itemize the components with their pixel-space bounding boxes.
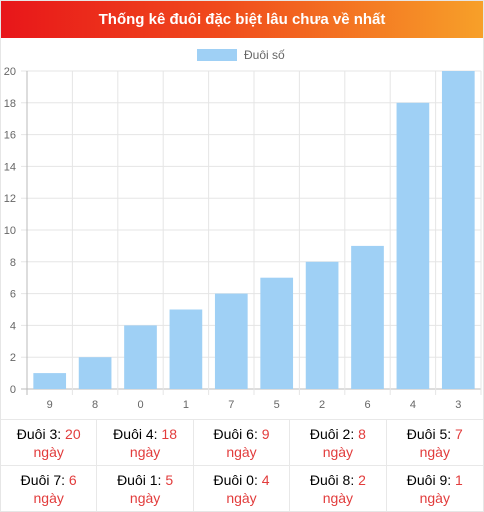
stat-unit: ngày <box>322 490 354 506</box>
y-tick-label: 12 <box>4 193 16 205</box>
bar-chart: 0 2 4 6 8 10 12 14 16 18 20 9 8 0 1 7 5 2 6 4 3 Đuôi số <box>4 48 482 411</box>
stat-cell: Đuôi 4: 18 ngày <box>97 419 194 465</box>
chart-area: 0 2 4 6 8 10 12 14 16 18 20 9 8 0 1 7 5 2 6 4 3 Đuôi số <box>1 38 483 419</box>
y-tick-label: 10 <box>4 225 16 237</box>
stat-cell: Đuôi 2: 8 ngày <box>290 419 387 465</box>
stat-line: Đuôi 2: 8 <box>290 425 385 443</box>
stat-line: Đuôi 6: 9 <box>194 425 289 443</box>
y-tick-label: 6 <box>10 289 16 301</box>
legend-swatch <box>197 49 237 61</box>
stat-value: 6 <box>68 472 77 488</box>
stat-label: Đuôi 1: <box>117 472 162 488</box>
y-tick-label: 0 <box>10 384 16 396</box>
stat-line: Đuôi 5: 7 <box>387 425 483 443</box>
grid-lines <box>21 70 482 395</box>
bar[interactable] <box>396 102 430 390</box>
bar[interactable] <box>441 71 475 389</box>
y-tick-label: 16 <box>4 130 16 142</box>
stat-line: Đuôi 9: 1 <box>387 471 483 489</box>
bar[interactable] <box>214 293 248 389</box>
stat-unit: ngày <box>226 490 257 506</box>
stat-cell: Đuôi 0: 4 ngày <box>193 465 291 511</box>
bars <box>33 71 475 390</box>
x-tick-label: 7 <box>228 399 234 411</box>
stat-unit: ngày <box>129 490 161 506</box>
stat-label: Đuôi 3: <box>16 426 62 442</box>
y-tick-label: 18 <box>4 98 16 110</box>
stat-line: Đuôi 4: 18 <box>97 425 192 443</box>
stat-unit: ngày <box>33 444 64 460</box>
stat-unit: ngày <box>419 490 450 506</box>
stat-label: Đuôi 7: <box>20 472 66 488</box>
stat-label: Đuôi 6: <box>213 426 258 442</box>
legend-label: Đuôi số <box>244 48 285 62</box>
stat-value: 20 <box>65 426 81 442</box>
x-tick-label: 3 <box>455 399 461 411</box>
stat-label: Đuôi 8: <box>309 472 355 488</box>
bar[interactable] <box>124 325 157 389</box>
stat-line: Đuôi 0: 4 <box>194 471 289 489</box>
stat-cell: Đuôi 1: 5 ngày <box>97 465 194 511</box>
stat-value: 18 <box>161 426 177 442</box>
bar[interactable] <box>33 373 67 389</box>
stat-unit: ngày <box>322 444 354 460</box>
stat-line: Đuôi 3: 20 <box>1 425 96 443</box>
x-tick-label: 9 <box>47 399 53 411</box>
stat-value: 5 <box>165 472 174 488</box>
stat-cell: Đuôi 5: 7 ngày <box>386 419 483 465</box>
x-tick-label: 4 <box>410 399 416 411</box>
stat-unit: ngày <box>419 444 450 460</box>
bar[interactable] <box>305 261 339 389</box>
x-tick-label: 5 <box>274 399 280 411</box>
x-tick-label: 1 <box>183 399 189 411</box>
stat-cell: Đuôi 8: 2 ngày <box>290 465 387 511</box>
stat-value: 4 <box>261 472 270 488</box>
y-tick-label: 2 <box>10 352 16 364</box>
stat-unit: ngày <box>226 444 257 460</box>
bar[interactable] <box>169 309 203 390</box>
bar[interactable] <box>351 245 384 389</box>
bar[interactable] <box>260 277 294 389</box>
y-tick-label: 14 <box>4 161 16 173</box>
x-tick-label: 6 <box>364 399 370 411</box>
stat-line: Đuôi 8: 2 <box>290 471 385 489</box>
stat-cell: Đuôi 7: 6 ngày <box>1 465 98 511</box>
axes: 0 2 4 6 8 10 12 14 16 18 20 9 8 0 1 7 5 2 6 4 3 <box>4 66 462 411</box>
chart-title: Thống kê đuôi đặc biệt lâu chưa về nhất <box>1 1 483 38</box>
stat-line: Đuôi 1: 5 <box>97 471 192 489</box>
stat-label: Đuôi 5: <box>406 426 452 442</box>
x-tick-label: 2 <box>319 399 325 411</box>
stat-value: 9 <box>261 426 270 442</box>
stat-unit: ngày <box>129 444 161 460</box>
stat-cell: Đuôi 3: 20 ngày <box>1 419 98 465</box>
x-tick-label: 0 <box>137 399 143 411</box>
stat-unit: ngày <box>33 490 64 506</box>
y-tick-label: 20 <box>4 66 16 78</box>
legend[interactable]: Đuôi số <box>197 48 285 62</box>
stat-label: Đuôi 9: <box>406 472 452 488</box>
stat-cell: Đuôi 9: 1 ngày <box>386 465 483 511</box>
x-tick-label: 8 <box>92 399 98 411</box>
stat-label: Đuôi 4: <box>113 426 158 442</box>
y-tick-label: 8 <box>10 257 16 269</box>
stat-value: 1 <box>455 472 463 488</box>
stat-label: Đuôi 0: <box>213 472 258 488</box>
stat-line: Đuôi 7: 6 <box>1 471 96 489</box>
stat-value: 2 <box>358 472 366 488</box>
stat-cell: Đuôi 6: 9 ngày <box>193 419 291 465</box>
stat-value: 8 <box>358 426 366 442</box>
stat-value: 7 <box>455 426 463 442</box>
stat-label: Đuôi 2: <box>309 426 355 442</box>
stats-grid: Đuôi 3: 20 ngày Đuôi 4: 18 ngày Đuôi 6: 9 ngà… <box>1 419 483 511</box>
bar[interactable] <box>78 357 112 389</box>
y-tick-label: 4 <box>10 320 16 332</box>
